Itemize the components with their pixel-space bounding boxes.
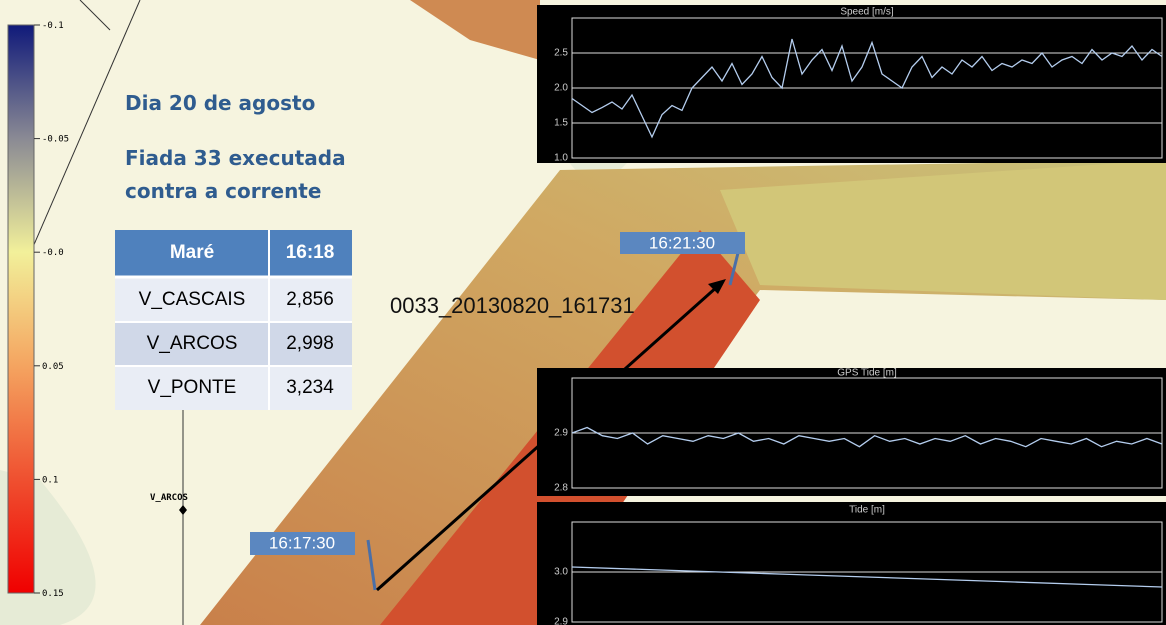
table-cell: V_CASCAIS <box>139 289 246 310</box>
y-tick-label: 3.0 <box>554 567 568 578</box>
table-cell: 2,998 <box>286 333 334 354</box>
y-tick-label: 2.8 <box>554 483 568 494</box>
chart-panel <box>537 5 1166 163</box>
chart-title: Speed [m/s] <box>840 7 894 18</box>
colorbar <box>8 25 34 593</box>
colorbar-tick-label: 0.05 <box>42 362 64 372</box>
y-tick-label: 2.0 <box>554 83 568 94</box>
table-cell: 3,234 <box>286 377 334 398</box>
table-cell: V_PONTE <box>148 377 237 398</box>
table-cell: 2,856 <box>286 289 334 310</box>
colorbar-tick-label: -0.05 <box>42 135 69 145</box>
chart-panel <box>537 368 1166 496</box>
table-cell: V_ARCOS <box>147 333 238 354</box>
y-tick-label: 1.5 <box>554 118 568 129</box>
y-tick-label: 2.9 <box>554 428 568 439</box>
table-header-cell: 16:18 <box>286 242 335 263</box>
colorbar-tick-label: 0.1 <box>42 475 58 485</box>
slide: Dia 20 de agosto Fiada 33 executada cont… <box>0 0 1166 625</box>
table-header-cell: Maré <box>170 242 214 263</box>
chart-title: Tide [m] <box>849 505 885 516</box>
start-time: 16:17:30 <box>269 533 335 552</box>
heading: Dia 20 de agosto <box>125 91 315 115</box>
line-name: 0033_20130820_161731 <box>390 293 635 318</box>
station-label: V_ARCOS <box>150 493 188 503</box>
chart-title: GPS Tide [m] <box>837 368 897 379</box>
y-tick-label: 2.5 <box>554 48 568 59</box>
colorbar-tick-label: 0.15 <box>42 589 64 599</box>
colorbar-tick-label: -0.1 <box>42 21 64 31</box>
colorbar-tick-label: -0.0 <box>42 248 64 258</box>
y-tick-label: 1.0 <box>554 153 568 164</box>
heading: contra a corrente <box>125 179 321 203</box>
y-tick-label: 2.9 <box>554 617 568 625</box>
end-time: 16:21:30 <box>649 233 715 252</box>
chart-panel <box>537 502 1166 625</box>
heading: Fiada 33 executada <box>125 146 346 170</box>
